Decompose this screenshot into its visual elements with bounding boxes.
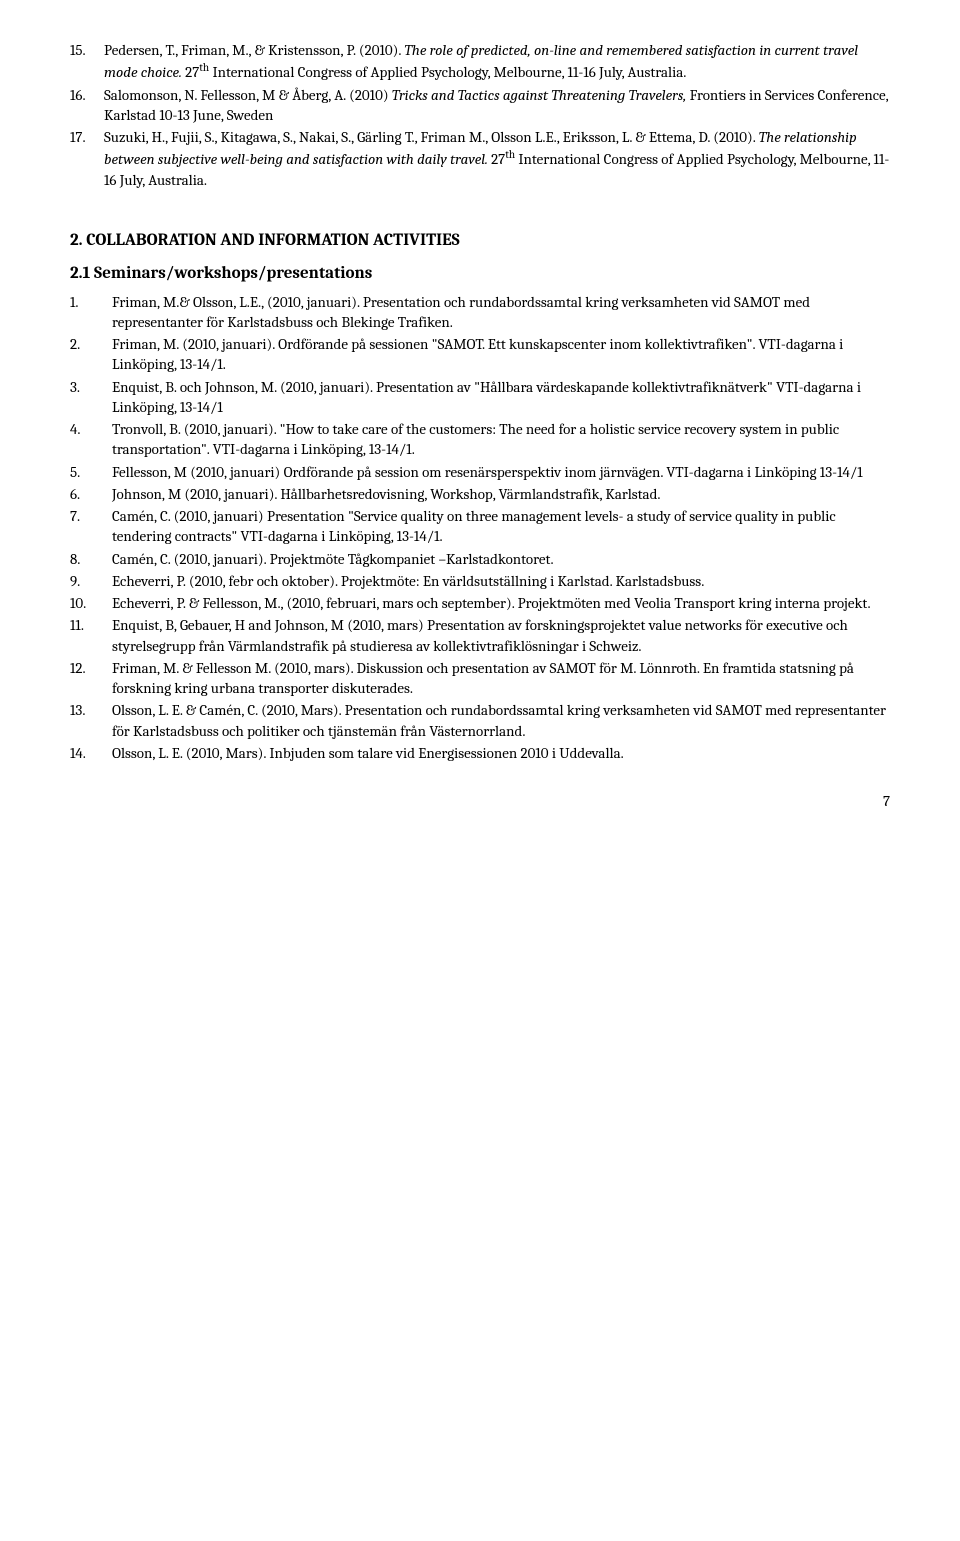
reference-text: Salomonson, N. Fellesson, M & Åberg, A. … bbox=[104, 85, 890, 126]
reference-item: 16.Salomonson, N. Fellesson, M & Åberg, … bbox=[70, 85, 890, 126]
seminar-number: 7. bbox=[70, 506, 112, 547]
seminar-number: 9. bbox=[70, 571, 112, 591]
reference-text: Suzuki, H., Fujii, S., Kitagawa, S., Nak… bbox=[104, 127, 890, 190]
seminar-number: 14. bbox=[70, 743, 112, 763]
reference-text: Pedersen, T., Friman, M., & Kristensson,… bbox=[104, 40, 890, 83]
seminar-text: Enquist, B, Gebauer, H and Johnson, M (2… bbox=[112, 615, 890, 656]
seminar-item: 5.Fellesson, M (2010, januari) Ordförand… bbox=[70, 462, 890, 482]
seminar-text: Friman, M. (2010, januari). Ordförande p… bbox=[112, 334, 890, 375]
seminar-text: Camén, C. (2010, januari). Projektmöte T… bbox=[112, 549, 890, 569]
seminar-item: 11.Enquist, B, Gebauer, H and Johnson, M… bbox=[70, 615, 890, 656]
seminar-text: Camén, C. (2010, januari) Presentation "… bbox=[112, 506, 890, 547]
seminar-text: Echeverri, P. & Fellesson, M., (2010, fe… bbox=[112, 593, 890, 613]
seminar-number: 2. bbox=[70, 334, 112, 375]
reference-number: 15. bbox=[70, 40, 104, 83]
seminar-text: Fellesson, M (2010, januari) Ordförande … bbox=[112, 462, 890, 482]
seminar-number: 4. bbox=[70, 419, 112, 460]
reference-item: 17.Suzuki, H., Fujii, S., Kitagawa, S., … bbox=[70, 127, 890, 190]
reference-item: 15.Pedersen, T., Friman, M., & Kristenss… bbox=[70, 40, 890, 83]
seminar-item: 3.Enquist, B. och Johnson, M. (2010, jan… bbox=[70, 377, 890, 418]
seminar-number: 12. bbox=[70, 658, 112, 699]
seminar-item: 8.Camén, C. (2010, januari). Projektmöte… bbox=[70, 549, 890, 569]
seminar-item: 9.Echeverri, P. (2010, febr och oktober)… bbox=[70, 571, 890, 591]
seminar-number: 11. bbox=[70, 615, 112, 656]
seminar-number: 5. bbox=[70, 462, 112, 482]
seminar-item: 7.Camén, C. (2010, januari) Presentation… bbox=[70, 506, 890, 547]
seminar-number: 1. bbox=[70, 292, 112, 333]
section-heading-collaboration: 2. COLLABORATION AND INFORMATION ACTIVIT… bbox=[70, 230, 890, 253]
seminar-text: Olsson, L. E. (2010, Mars). Inbjuden som… bbox=[112, 743, 890, 763]
subsection-heading-seminars: 2.1 Seminars/workshops/presentations bbox=[70, 263, 890, 286]
seminars-list: 1.Friman, M.& Olsson, L.E., (2010, janua… bbox=[70, 292, 890, 764]
seminar-number: 10. bbox=[70, 593, 112, 613]
seminar-text: Johnson, M (2010, januari). Hållbarhetsr… bbox=[112, 484, 890, 504]
seminar-text: Tronvoll, B. (2010, januari). "How to ta… bbox=[112, 419, 890, 460]
seminar-item: 2.Friman, M. (2010, januari). Ordförande… bbox=[70, 334, 890, 375]
reference-list-continued: 15.Pedersen, T., Friman, M., & Kristenss… bbox=[70, 40, 890, 190]
page-number: 7 bbox=[70, 791, 890, 811]
seminar-text: Echeverri, P. (2010, febr och oktober). … bbox=[112, 571, 890, 591]
seminar-item: 13.Olsson, L. E. & Camén, C. (2010, Mars… bbox=[70, 700, 890, 741]
seminar-item: 14.Olsson, L. E. (2010, Mars). Inbjuden … bbox=[70, 743, 890, 763]
seminar-item: 12.Friman, M. & Fellesson M. (2010, mars… bbox=[70, 658, 890, 699]
seminar-text: Friman, M.& Olsson, L.E., (2010, januari… bbox=[112, 292, 890, 333]
seminar-number: 3. bbox=[70, 377, 112, 418]
seminar-item: 4.Tronvoll, B. (2010, januari). "How to … bbox=[70, 419, 890, 460]
reference-number: 17. bbox=[70, 127, 104, 190]
seminar-number: 13. bbox=[70, 700, 112, 741]
seminar-item: 1.Friman, M.& Olsson, L.E., (2010, janua… bbox=[70, 292, 890, 333]
seminar-item: 10.Echeverri, P. & Fellesson, M., (2010,… bbox=[70, 593, 890, 613]
seminar-number: 6. bbox=[70, 484, 112, 504]
seminar-text: Enquist, B. och Johnson, M. (2010, janua… bbox=[112, 377, 890, 418]
seminar-number: 8. bbox=[70, 549, 112, 569]
reference-number: 16. bbox=[70, 85, 104, 126]
seminar-item: 6.Johnson, M (2010, januari). Hållbarhet… bbox=[70, 484, 890, 504]
seminar-text: Olsson, L. E. & Camén, C. (2010, Mars). … bbox=[112, 700, 890, 741]
seminar-text: Friman, M. & Fellesson M. (2010, mars). … bbox=[112, 658, 890, 699]
